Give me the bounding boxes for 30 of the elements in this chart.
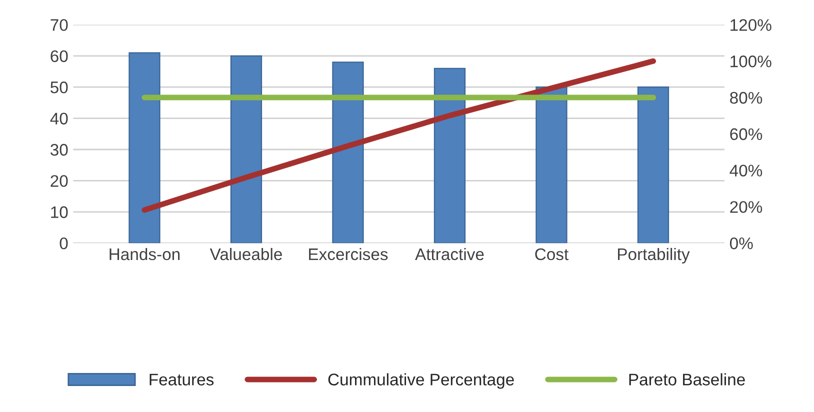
y-tick-label: 30 <box>50 144 68 156</box>
y-tick-label: 60 <box>50 50 68 62</box>
y-tick-label: 10 <box>51 206 68 218</box>
y2-tick-label: 60% <box>730 128 762 140</box>
x-tick-label: Valueable <box>210 248 282 260</box>
bar <box>434 68 466 244</box>
y2-tick-label: 0% <box>730 237 753 250</box>
bar <box>128 52 160 244</box>
x-tick-label: Excercises <box>309 248 388 260</box>
y-tick-label: 20 <box>50 175 68 187</box>
y2-tick-label: 20% <box>730 201 762 213</box>
y-tick-label: 40 <box>50 112 68 125</box>
y-tick-label: 50 <box>50 82 68 94</box>
x-tick-label: Portability <box>618 248 690 264</box>
legend-label: Cummulative Percentage <box>328 373 514 389</box>
y2-tick-label: 80% <box>730 92 762 104</box>
bar <box>230 55 262 244</box>
legend-label: Pareto Baseline <box>629 373 745 386</box>
y2-tick-label: 100% <box>730 56 772 68</box>
x-tick-label: Cost <box>535 248 568 260</box>
bar <box>332 62 364 244</box>
y2-tick-label: 40% <box>730 164 762 176</box>
bar <box>536 86 568 244</box>
y-tick-label: 0 <box>60 237 68 250</box>
legend-label: Features <box>150 374 214 386</box>
bar <box>637 86 670 244</box>
y2-tick-label: 120% <box>730 19 772 31</box>
x-tick-label: Attractive <box>415 248 484 260</box>
y-tick-label: 70 <box>50 19 68 31</box>
x-tick-label: Hands-on <box>110 248 180 260</box>
